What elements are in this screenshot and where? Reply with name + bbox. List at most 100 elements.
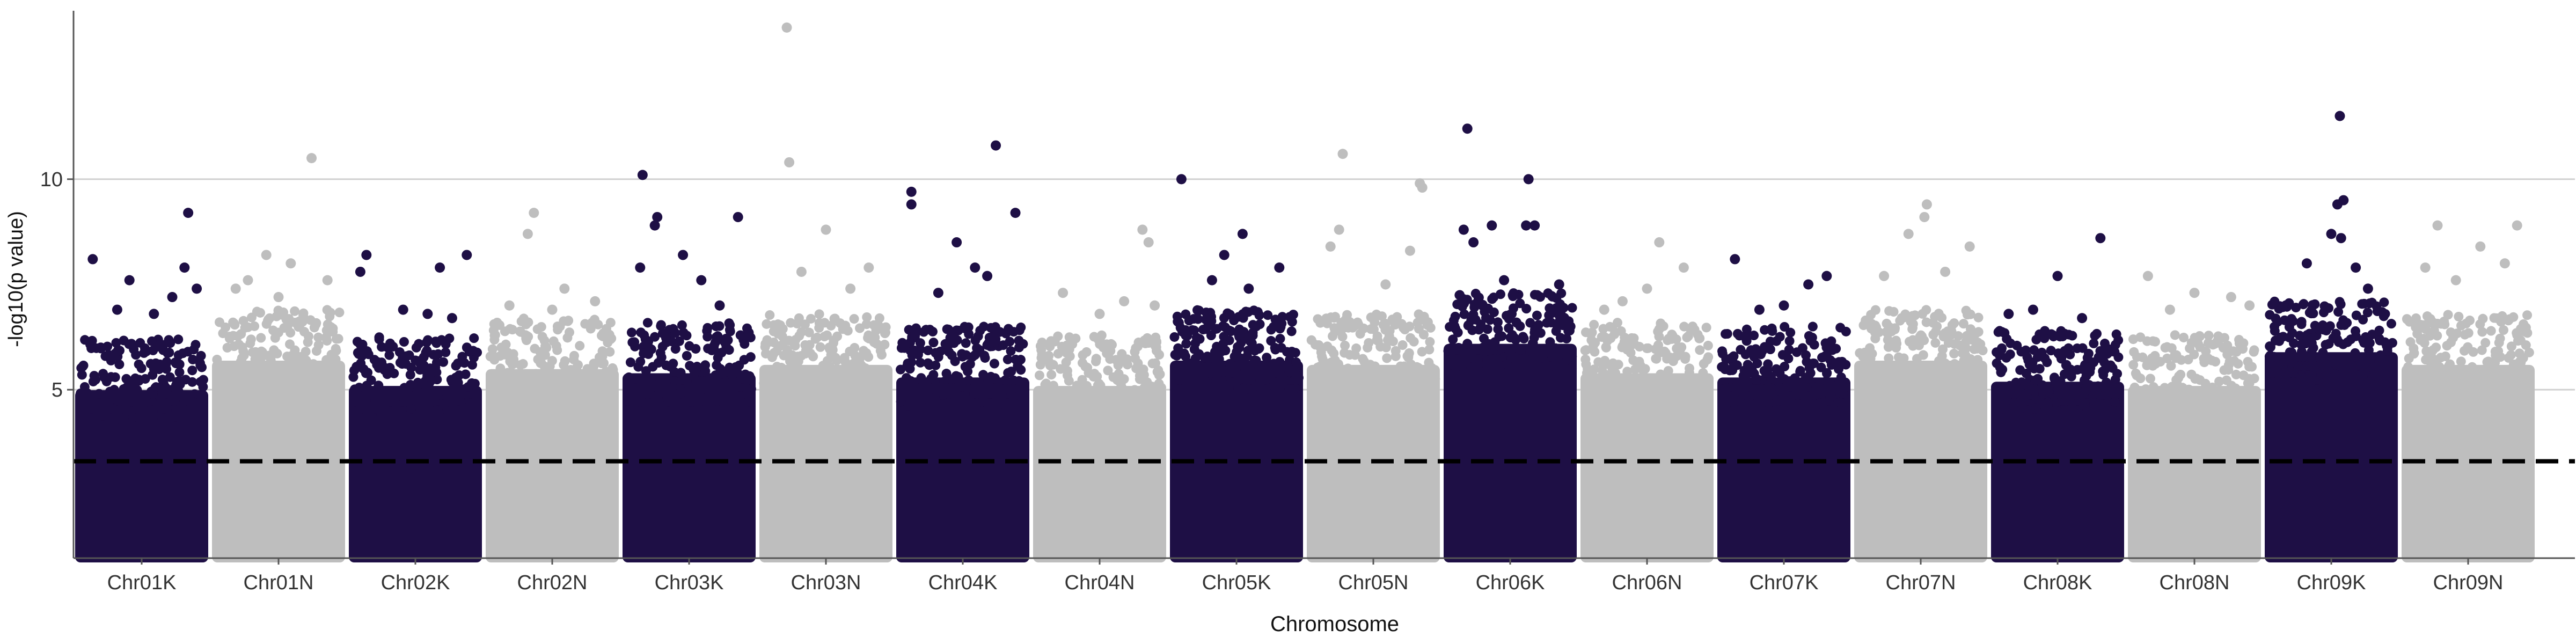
point-Chr01K <box>119 384 129 394</box>
point-Chr05K <box>1206 312 1217 322</box>
peak-point-Chr06N-3 <box>1642 283 1652 294</box>
point-Chr04N <box>1078 350 1088 360</box>
point-Chr09N <box>2450 371 2460 381</box>
point-Chr06K <box>1459 309 1469 319</box>
point-Chr06N <box>1601 359 1611 369</box>
point-Chr06K <box>1452 299 1462 310</box>
point-Chr06N <box>1589 320 1599 330</box>
point-Chr05N <box>1340 316 1350 326</box>
point-Chr08N <box>2243 357 2253 367</box>
point-Chr09N <box>2440 387 2450 397</box>
point-Chr08K <box>2061 396 2071 406</box>
point-Chr06N <box>1699 373 1709 383</box>
point-Chr02N <box>537 332 547 342</box>
point-Chr06N <box>1667 374 1677 384</box>
point-Chr03N <box>826 350 836 360</box>
point-Chr04K <box>925 325 935 335</box>
point-Chr03K <box>639 348 649 358</box>
point-Chr07K <box>1777 396 1788 406</box>
point-Chr07N <box>1889 306 1899 317</box>
point-Chr02K <box>385 397 396 407</box>
point-Chr05N <box>1323 378 1333 389</box>
point-Chr04K <box>941 369 952 379</box>
point-Chr05K <box>1276 322 1286 332</box>
point-Chr01K <box>80 335 90 345</box>
point-Chr03N <box>835 318 845 328</box>
point-Chr05N <box>1351 343 1362 354</box>
point-Chr08N <box>2214 376 2224 386</box>
point-Chr09K <box>2285 357 2295 367</box>
point-Chr09K <box>2265 350 2275 361</box>
x-axis-title: Chromosome <box>1270 612 1399 636</box>
point-Chr01K <box>110 372 120 382</box>
point-Chr07N <box>1972 343 1982 354</box>
point-Chr05N <box>1345 382 1356 392</box>
point-Chr01N <box>276 371 286 382</box>
point-Chr09N <box>2495 333 2505 343</box>
point-Chr07K <box>1732 328 1743 339</box>
point-Chr01K <box>126 384 136 394</box>
point-Chr07N <box>1874 384 1884 394</box>
point-Chr08K <box>2110 375 2120 385</box>
point-Chr07K <box>1795 365 1805 376</box>
point-Chr03N <box>810 334 821 344</box>
point-Chr05K <box>1192 305 1202 315</box>
point-Chr01K <box>78 360 89 370</box>
point-Chr02N <box>606 333 617 343</box>
point-Chr07N <box>1941 371 1951 381</box>
point-Chr07K <box>1765 345 1775 355</box>
point-Chr02K <box>374 334 384 345</box>
point-Chr01N <box>237 342 247 353</box>
point-Chr07N <box>1898 355 1908 365</box>
point-Chr05K <box>1169 332 1180 342</box>
x-tick-label-Chr07N: Chr07N <box>1886 572 1956 594</box>
point-Chr01K <box>114 405 125 415</box>
point-Chr07K <box>1792 347 1802 357</box>
point-Chr08N <box>2166 361 2176 371</box>
point-Chr09N <box>2477 327 2487 337</box>
point-Chr09K <box>2296 319 2307 330</box>
point-Chr05N <box>1365 365 1375 376</box>
point-Chr08K <box>2006 338 2016 348</box>
peak-point-Chr06K-0 <box>1462 123 1473 134</box>
point-Chr06K <box>1468 353 1478 363</box>
point-Chr08N <box>2176 398 2186 408</box>
point-Chr05N <box>1391 351 1401 361</box>
point-Chr09K <box>2378 371 2388 381</box>
point-Chr04K <box>947 350 957 361</box>
point-Chr09N <box>2521 340 2531 350</box>
point-Chr09K <box>2284 332 2294 342</box>
point-Chr08K <box>2099 339 2110 349</box>
point-Chr06K <box>1448 334 1458 345</box>
point-Chr01K <box>126 397 136 407</box>
peak-point-Chr06N-1 <box>1678 262 1689 273</box>
peak-point-Chr07K-0 <box>1730 254 1740 265</box>
point-Chr06K <box>1476 319 1486 330</box>
point-Chr07K <box>1775 332 1785 342</box>
point-Chr09K <box>2362 308 2373 318</box>
point-Chr08N <box>2128 360 2139 370</box>
point-Chr01K <box>185 392 195 402</box>
point-Chr09K <box>2351 310 2361 320</box>
point-Chr03K <box>684 341 694 351</box>
point-Chr04K <box>931 360 941 370</box>
point-Chr01N <box>321 325 332 335</box>
point-Chr02N <box>589 314 599 325</box>
point-Chr01K <box>158 340 168 350</box>
point-Chr02K <box>356 345 367 355</box>
point-Chr09N <box>2416 388 2426 398</box>
point-Chr09N <box>2435 353 2446 363</box>
peak-point-Chr04N-5 <box>1150 300 1160 311</box>
point-Chr03K <box>653 357 663 368</box>
point-Chr04N <box>1141 337 1152 347</box>
point-Chr08K <box>2072 383 2082 393</box>
point-Chr05K <box>1261 384 1271 394</box>
point-Chr04N <box>1092 371 1102 382</box>
point-Chr09K <box>2350 352 2360 362</box>
point-Chr01K <box>86 343 97 353</box>
point-Chr07K <box>1751 344 1761 354</box>
point-Chr03N <box>876 350 887 360</box>
point-Chr03N <box>796 327 807 337</box>
point-Chr01K <box>145 397 156 407</box>
point-Chr02K <box>372 360 382 370</box>
